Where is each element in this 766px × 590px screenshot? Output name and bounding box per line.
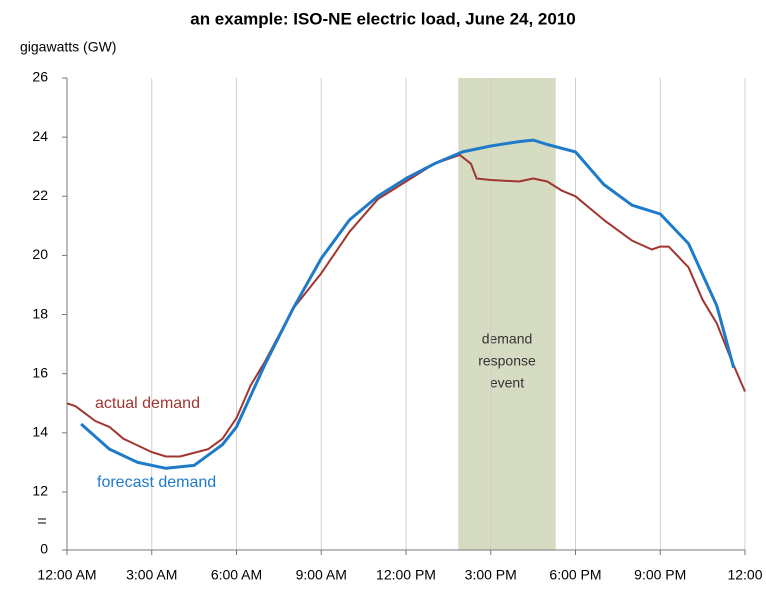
x-tick-label: 12:00 [727, 567, 762, 583]
x-tick-label: 12:00 AM [37, 567, 96, 583]
y-tick-label: 16 [32, 364, 48, 380]
series-label: forecast demand [97, 474, 216, 491]
x-tick-label: 6:00 PM [549, 567, 601, 583]
y-tick-label: 12 [32, 483, 48, 499]
y-tick-label: 0 [40, 541, 48, 557]
y-tick-label: 22 [32, 187, 48, 203]
y-tick-label: 26 [32, 69, 48, 85]
region-label: demand [482, 331, 533, 347]
y-tick-label: 14 [32, 424, 48, 440]
x-tick-label: 9:00 PM [634, 567, 686, 583]
line-series [80, 138, 736, 470]
x-tick-label: 12:00 PM [376, 567, 436, 583]
x-tick-label: 3:00 AM [126, 567, 177, 583]
series-label: actual demand [95, 395, 200, 412]
x-tick-label: 6:00 AM [211, 567, 262, 583]
shaded-region [458, 78, 556, 550]
chart-title: an example: ISO-NE electric load, June 2… [190, 9, 576, 28]
y-tick-label: 24 [32, 128, 48, 144]
region-label: event [490, 375, 524, 391]
y-tick-label: 20 [32, 246, 48, 262]
x-tick-label: 9:00 AM [296, 567, 347, 583]
x-tick-label: 3:00 PM [465, 567, 517, 583]
y-axis-label: gigawatts (GW) [20, 39, 116, 55]
region-label: response [478, 353, 536, 369]
y-tick-label: 18 [32, 305, 48, 321]
